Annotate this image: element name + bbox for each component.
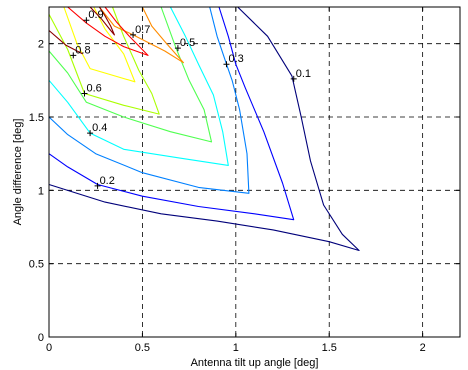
contour-label-marker xyxy=(290,75,297,82)
contour-level-label: 0.2 xyxy=(100,175,115,187)
contour-line xyxy=(48,6,213,143)
contour-line xyxy=(48,6,229,166)
y-axis-label: Angle difference [deg] xyxy=(12,119,24,226)
contour-level-label: 0.6 xyxy=(86,83,101,95)
x-tick-label: 1 xyxy=(233,342,239,354)
contour-line xyxy=(98,6,185,64)
x-tick-label: 0.5 xyxy=(135,342,150,354)
contour-level-label: 0.7 xyxy=(135,24,150,36)
grid xyxy=(49,7,460,337)
y-tick-label: 2 xyxy=(38,39,44,51)
x-tick-label: 2 xyxy=(420,342,426,354)
axis-ticks: 0 0.5 1 1.5 2 0 0.5 1 1.5 2 xyxy=(29,7,460,354)
contour-line xyxy=(48,6,250,194)
contour-label-marker xyxy=(130,31,137,38)
contour-line xyxy=(89,6,115,36)
y-tick-label: 0 xyxy=(38,332,44,344)
contour-level-label: 0.3 xyxy=(228,53,243,65)
contour-line xyxy=(67,6,149,56)
contour-label-marker xyxy=(70,52,77,59)
contour-level-label: 0.8 xyxy=(75,44,90,56)
contour-level-label: 0.9 xyxy=(88,9,103,21)
y-tick-label: 1.5 xyxy=(29,112,44,124)
x-tick-label: 0 xyxy=(46,342,52,354)
plot-frame xyxy=(48,6,461,338)
x-tick-label: 1.5 xyxy=(322,342,337,354)
contour-label-marker xyxy=(94,182,101,189)
contour-label-marker xyxy=(223,61,230,68)
contour-label-marker xyxy=(83,17,90,24)
contour-label-marker xyxy=(81,90,88,97)
contour-label-marker xyxy=(174,45,181,52)
contour-line xyxy=(48,6,295,221)
contour-level-label: 0.1 xyxy=(296,68,311,80)
y-tick-label: 1 xyxy=(38,185,44,197)
contour-level-label: 0.5 xyxy=(180,37,195,49)
contour-line xyxy=(48,6,360,252)
contour-labels: 0.1 0.2 0.3 0.4 0.5 0.6 0.7 0.8 0.9 xyxy=(70,9,311,189)
contour-label-marker xyxy=(87,130,94,137)
contour-line xyxy=(63,6,136,83)
contour-line xyxy=(48,30,83,55)
x-axis-label: Antenna tilt up angle [deg] xyxy=(191,357,319,369)
contour-level-label: 0.4 xyxy=(92,122,107,134)
contour-line xyxy=(48,6,160,115)
y-tick-label: 0.5 xyxy=(29,259,44,271)
